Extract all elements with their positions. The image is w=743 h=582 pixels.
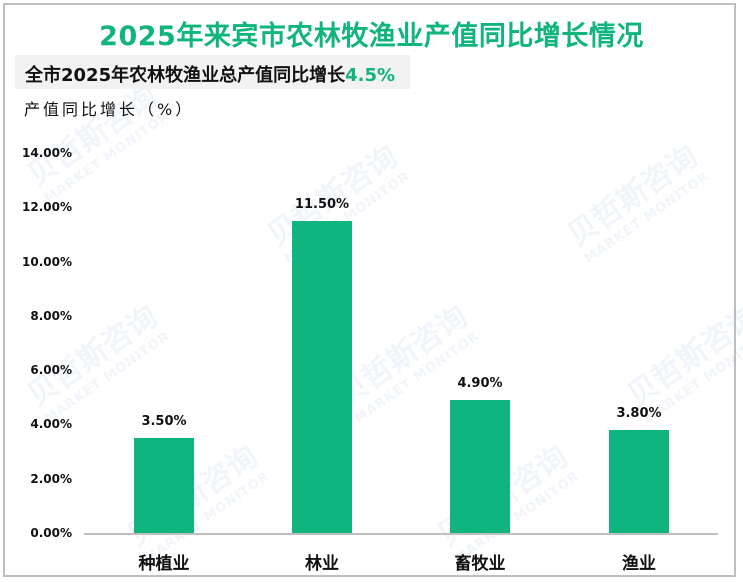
y-tick-label: 0.00%: [30, 526, 72, 540]
x-category-label: 畜牧业: [454, 554, 506, 574]
bar[interactable]: [134, 438, 194, 533]
subtitle-text: 全市2025年农林牧渔业总产值同比增长4.5%: [25, 61, 395, 87]
bar-value-label: 4.90%: [457, 376, 503, 391]
bar[interactable]: [292, 220, 352, 533]
bar[interactable]: [450, 400, 510, 533]
subtitle-prefix: 全市2025年农林牧渔业总产值同比增长: [25, 65, 346, 86]
y-tick-label: 14.00%: [22, 146, 72, 160]
subtitle-highlight: 4.5%: [345, 65, 396, 86]
y-tick-label: 12.00%: [22, 200, 72, 215]
y-axis-unit-label: 产值同比增长（%）: [24, 100, 195, 119]
x-category-label: 种植业: [138, 554, 190, 574]
y-tick-label: 6.00%: [30, 363, 72, 378]
x-axis-line: [84, 533, 718, 535]
y-tick-label: 2.00%: [30, 471, 72, 486]
y-tick-label: 8.00%: [30, 308, 72, 323]
subtitle-box: [15, 55, 410, 89]
x-category-label: 渔业: [622, 554, 656, 574]
bar-value-label: 3.50%: [141, 414, 187, 429]
x-category-label: 林业: [305, 554, 339, 574]
chart-title: 2025年来宾市农林牧渔业产值同比增长情况: [99, 21, 644, 52]
bar-value-label: 11.50%: [294, 196, 350, 212]
y-tick-label: 4.00%: [30, 417, 72, 432]
y-tick-label: 10.00%: [22, 254, 72, 269]
bar[interactable]: [609, 429, 669, 533]
bar-value-label: 3.80%: [616, 405, 662, 421]
